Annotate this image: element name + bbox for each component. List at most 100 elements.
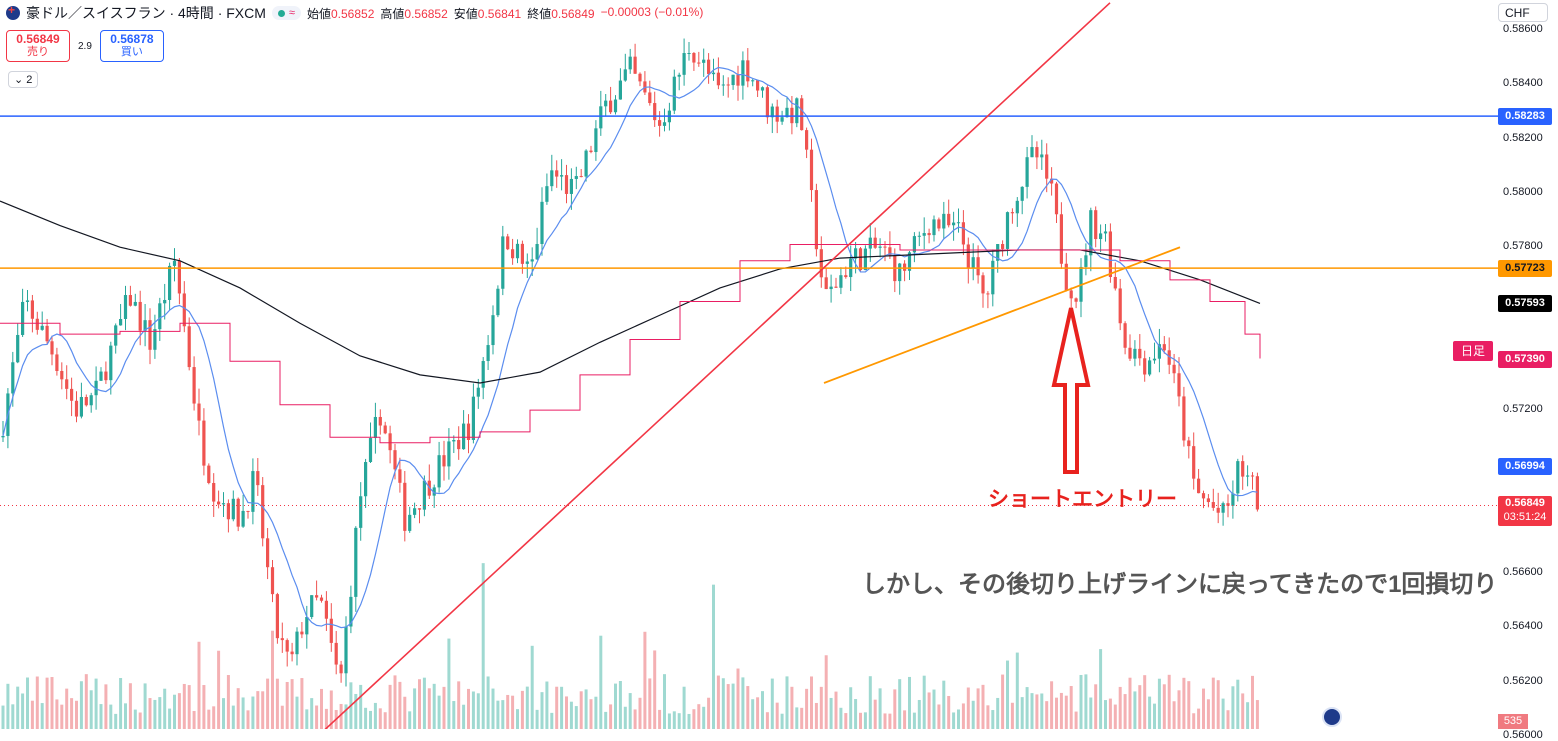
volume-bar <box>1118 686 1122 729</box>
candle-body <box>525 261 529 264</box>
volume-bar <box>893 689 897 729</box>
candle-body <box>1255 476 1259 510</box>
candle-body <box>756 80 760 91</box>
candle-body <box>1177 373 1181 397</box>
aud-flag-icon[interactable] <box>1322 707 1342 727</box>
volume-bar <box>658 709 662 729</box>
candle-body <box>760 87 765 91</box>
candle-body <box>1201 493 1206 499</box>
candle-body <box>119 319 123 326</box>
volume-bar <box>775 702 779 729</box>
volume-bar <box>481 563 485 729</box>
candle-body <box>868 237 872 249</box>
volume-bar <box>202 685 206 729</box>
volume-bar <box>182 683 186 729</box>
volume-bar <box>222 698 225 729</box>
volume-bar <box>6 683 10 729</box>
volume-bar <box>1010 702 1014 729</box>
price-tick-label: 0.56000 <box>1503 729 1543 741</box>
volume-bar <box>961 703 965 729</box>
candle-body <box>310 595 314 618</box>
market-status-badge[interactable]: ≈ <box>271 6 301 20</box>
candle-body <box>422 480 426 510</box>
candle-body <box>1108 231 1112 277</box>
low-label: 安値 <box>453 6 478 21</box>
candle-body <box>785 107 789 118</box>
candle-body <box>956 222 961 224</box>
candle-body <box>922 233 926 236</box>
currency-selector[interactable]: CHF <box>1498 3 1548 22</box>
aud-flag-icon <box>6 6 20 20</box>
volume-bar <box>952 712 956 729</box>
candle-body <box>89 395 93 406</box>
candle-body <box>1084 255 1088 267</box>
volume-bar <box>496 700 500 729</box>
volume-bar <box>393 675 397 729</box>
volume-bar <box>1226 710 1230 729</box>
volume-bar <box>418 679 421 729</box>
volume-bar <box>501 700 505 729</box>
candle-body <box>961 222 965 245</box>
symbol-title[interactable]: 豪ドル／スイスフラン · 4時間 · FXCM <box>26 5 266 21</box>
volume-bar <box>133 709 137 729</box>
volume-bar <box>1128 677 1132 729</box>
candle-body <box>697 62 701 64</box>
buy-button[interactable]: 0.56878 買い <box>99 30 164 62</box>
volume-bar <box>89 690 93 729</box>
candle-body <box>863 248 867 271</box>
candle-body <box>775 106 779 122</box>
open-value: 0.56852 <box>330 6 375 21</box>
volume-bar <box>614 683 617 729</box>
candle-body <box>334 642 338 665</box>
volume-bar <box>177 693 181 729</box>
candle-body <box>221 503 226 505</box>
volume-bar <box>917 699 921 729</box>
entry-arrow-icon <box>1051 307 1091 474</box>
candle-body <box>613 99 618 113</box>
candle-body <box>266 538 270 568</box>
candle-body <box>1197 478 1201 494</box>
candle-body <box>104 371 108 381</box>
volume-bar <box>266 678 270 729</box>
volume-bar <box>383 712 387 729</box>
candle-body <box>231 498 235 520</box>
candle-body <box>824 277 828 290</box>
volume-bar <box>1079 674 1083 729</box>
indicator-collapse-button[interactable]: ⌄ 2 <box>8 71 39 88</box>
candle-body <box>1123 323 1127 348</box>
volume-bar <box>305 709 309 729</box>
volume-bar <box>153 699 157 729</box>
candle-body <box>148 320 152 350</box>
volume-bar <box>849 687 853 729</box>
candle-body <box>187 326 191 368</box>
volume-bar <box>604 711 608 729</box>
candle-body <box>506 236 510 250</box>
candle-body <box>217 501 221 505</box>
last-price-tag: 0.56849 03:51:24 <box>1498 496 1552 527</box>
candle-body <box>471 396 475 441</box>
candle-body <box>1059 214 1063 264</box>
candle-body <box>35 318 39 330</box>
volume-bar <box>545 681 549 729</box>
volume-bar <box>275 678 279 729</box>
volume-bar <box>927 692 931 729</box>
daily-label: 日足 <box>1453 341 1493 361</box>
candle-body <box>270 567 275 595</box>
volume-tag: 535 <box>1498 714 1528 729</box>
volume-bar <box>819 686 823 729</box>
volume-bar <box>143 683 147 729</box>
volume-bar <box>1006 660 1009 729</box>
candle-body <box>315 595 319 598</box>
volume-bar <box>751 699 755 729</box>
volume-bar <box>1162 684 1166 729</box>
high-label: 高値 <box>380 6 405 21</box>
volume-bar <box>535 709 539 729</box>
price-tick-label: 0.56200 <box>1503 674 1543 687</box>
candle-body <box>344 626 348 674</box>
candle-body <box>1040 154 1044 158</box>
price-tick-label: 0.58400 <box>1503 77 1543 90</box>
volume-bar <box>795 707 799 729</box>
sell-button[interactable]: 0.56849 売り <box>6 30 70 62</box>
volume-bar <box>594 696 598 729</box>
